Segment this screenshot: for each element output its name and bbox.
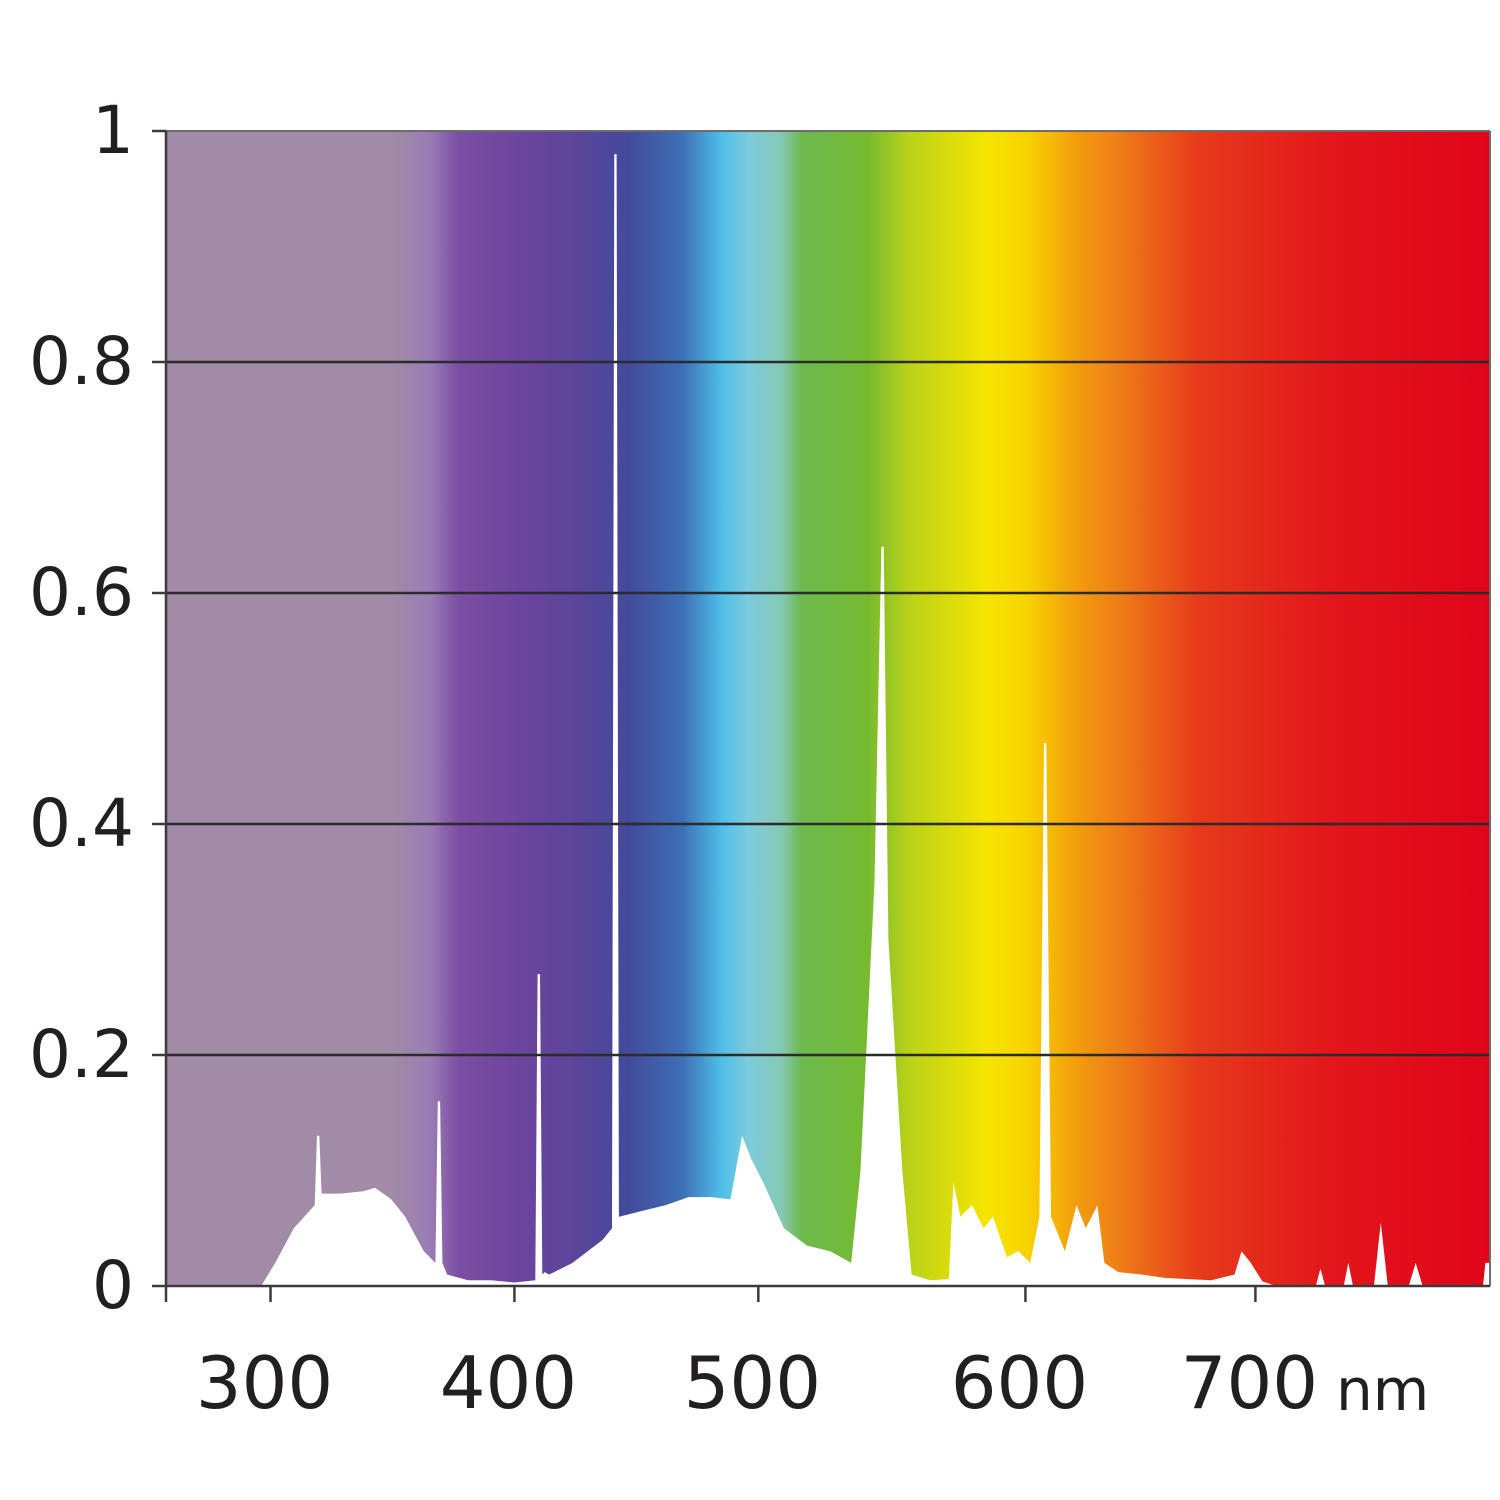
y-tick-label: 1: [92, 92, 134, 169]
x-tick-label: 700: [1181, 1341, 1318, 1425]
x-tick-label: 500: [684, 1341, 821, 1425]
y-gridlines: [166, 360, 1490, 1057]
y-tick-label: 0.4: [29, 785, 134, 862]
x-tick-label: 300: [196, 1341, 333, 1425]
y-tick-label: 0.8: [29, 323, 134, 400]
x-tick-label: 400: [440, 1341, 577, 1425]
y-tick-label: 0: [92, 1247, 134, 1324]
x-axis-ticks: 300 400 500 600 700: [164, 1286, 1318, 1425]
y-axis-ticks: 0 0.2 0.4 0.6 0.8 1: [29, 92, 166, 1324]
x-axis-unit: nm: [1336, 1356, 1429, 1424]
x-tick-label: 600: [951, 1341, 1088, 1425]
y-tick-label: 0.2: [29, 1016, 134, 1093]
y-tick-label: 0.6: [29, 554, 134, 631]
spectrum-background: [166, 131, 1490, 1286]
